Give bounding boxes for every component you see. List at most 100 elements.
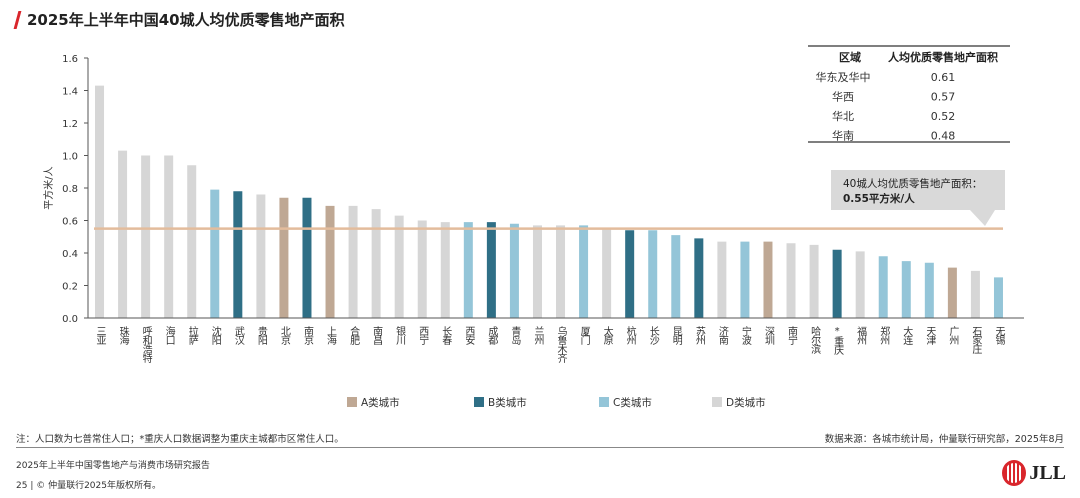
bar-广州 xyxy=(947,267,957,318)
y-tick-label: 0.4 xyxy=(62,249,78,260)
legend-swatch-D xyxy=(712,397,722,407)
x-tick-label: 珠海 xyxy=(117,325,129,346)
x-tick-label: 沈阳 xyxy=(209,325,221,345)
jll-logo: JLL xyxy=(1002,460,1066,486)
bar-珠海 xyxy=(118,150,128,318)
bar-兰州 xyxy=(532,225,542,318)
divider xyxy=(16,447,1064,448)
legend-label-B: B类城市 xyxy=(488,396,527,409)
x-tick-label: 三亚 xyxy=(94,326,106,345)
x-tick-label: 西安 xyxy=(463,326,475,346)
bar-海口 xyxy=(164,155,174,318)
bar-大连 xyxy=(901,261,911,318)
x-tick-label: 哈尔滨 xyxy=(809,325,821,355)
legend-swatch-B xyxy=(474,397,484,407)
x-tick-label: *重庆 xyxy=(832,326,844,356)
bar-南昌 xyxy=(371,209,381,318)
table-region: 华西 xyxy=(832,90,854,104)
bar-石家庄 xyxy=(970,270,980,318)
bar-南宁 xyxy=(786,243,796,318)
x-tick-label: 贵阳 xyxy=(255,325,267,345)
bar-昆明 xyxy=(671,235,681,318)
x-tick-label: 兰州 xyxy=(532,325,544,345)
x-tick-label: 广州 xyxy=(947,326,959,345)
y-tick-label: 0.0 xyxy=(62,314,78,325)
table-value: 0.48 xyxy=(931,130,956,143)
x-tick-label: 大连 xyxy=(901,325,913,346)
bar-福州 xyxy=(855,251,865,318)
x-tick-label: 拉萨 xyxy=(186,325,198,346)
callout-line2: 0.55平方米/人 xyxy=(843,192,915,205)
x-tick-label: 昆明 xyxy=(670,326,682,346)
callout-box xyxy=(831,170,1005,226)
x-tick-label: 西宁 xyxy=(417,326,429,345)
x-tick-label: 苏州 xyxy=(693,325,705,345)
x-tick-label: 银川 xyxy=(394,325,406,345)
bar-成都 xyxy=(486,222,496,318)
bar-chart: 0.0 0.2 0.4 0.6 0.8 1.0 1.2 1.4 1.6 平方米/人三亚 珠海 呼和浩特… xyxy=(42,45,1024,409)
legend-swatch-A xyxy=(347,397,357,407)
bar-无锡 xyxy=(993,277,1003,318)
x-tick-label: 南昌 xyxy=(371,325,383,346)
y-tick-label: 1.4 xyxy=(62,87,78,98)
bar-北京 xyxy=(279,197,289,318)
report-name: 2025年上半年中国零售地产与消费市场研究报告 xyxy=(16,461,210,471)
footnote: 注：人口数为七普常住人口；*重庆人口数据调整为重庆主城都市区常住人口。 xyxy=(16,434,344,445)
bar-哈尔滨 xyxy=(809,244,819,318)
bar-杭州 xyxy=(625,230,635,318)
x-tick-label: 乌鲁木齐 xyxy=(555,325,567,364)
bar-长春 xyxy=(440,222,450,318)
x-tick-label: 合肥 xyxy=(348,325,360,346)
legend-label-A: A类城市 xyxy=(361,396,400,409)
jll-logo-text: JLL xyxy=(1029,461,1066,484)
table-value: 0.52 xyxy=(931,110,956,123)
bar-宁波 xyxy=(740,241,750,318)
x-tick-label: 成都 xyxy=(486,326,498,346)
table-value: 0.57 xyxy=(931,91,956,104)
bar-西宁 xyxy=(417,220,427,318)
x-tick-label: 天津 xyxy=(924,326,936,346)
bar-呼和浩特 xyxy=(141,155,151,318)
x-tick-label: 呼和浩特 xyxy=(140,326,152,363)
bar-厦门 xyxy=(579,225,589,318)
bar-济南 xyxy=(717,241,727,318)
bar-深圳 xyxy=(763,241,773,318)
x-tick-label: 杭州 xyxy=(624,325,636,345)
x-tick-label: 青岛 xyxy=(509,325,521,346)
y-tick-label: 1.0 xyxy=(62,152,78,163)
bar-贵阳 xyxy=(256,194,266,318)
y-axis-label: 平方米/人 xyxy=(42,166,55,209)
y-tick-label: 0.2 xyxy=(62,282,78,293)
bar-沈阳 xyxy=(210,189,220,318)
x-tick-label: 南宁 xyxy=(786,325,798,345)
x-tick-label: 南京 xyxy=(301,325,313,346)
bar-乌鲁木齐 xyxy=(556,225,566,318)
legend-label-C: C类城市 xyxy=(613,396,652,409)
y-tick-label: 0.6 xyxy=(62,217,78,228)
bar-青岛 xyxy=(509,223,519,318)
bar-天津 xyxy=(924,262,934,318)
table-region: 华东及华中 xyxy=(816,70,871,84)
title-text: 2025年上半年中国40城人均优质零售地产面积 xyxy=(27,11,345,29)
bar-太原 xyxy=(602,228,612,318)
bar-武汉 xyxy=(233,191,243,318)
x-tick-label: 深圳 xyxy=(762,326,774,345)
bar-银川 xyxy=(394,215,404,318)
bar-*重庆 xyxy=(832,249,842,318)
bar-上海 xyxy=(325,205,335,318)
page-copyright: 25 | © 仲量联行2025年版权所有。 xyxy=(16,481,161,491)
bar-西安 xyxy=(463,222,473,318)
table-value: 0.61 xyxy=(931,71,956,84)
table-region: 华北 xyxy=(832,109,854,123)
legend-label-D: D类城市 xyxy=(726,396,766,409)
bar-郑州 xyxy=(878,256,888,318)
table-header-region: 区域 xyxy=(839,50,861,64)
x-tick-label: 厦门 xyxy=(578,326,590,346)
x-tick-label: 上海 xyxy=(325,326,337,346)
callout-line1: 40城人均优质零售地产面积： xyxy=(843,177,982,190)
x-tick-label: 太原 xyxy=(601,325,613,345)
y-tick-label: 1.6 xyxy=(62,54,78,65)
table-header-value: 人均优质零售地产面积 xyxy=(888,50,998,64)
jll-logo-mark xyxy=(1002,460,1027,486)
page-title: 2025年上半年中国40城人均优质零售地产面积 xyxy=(13,9,345,30)
